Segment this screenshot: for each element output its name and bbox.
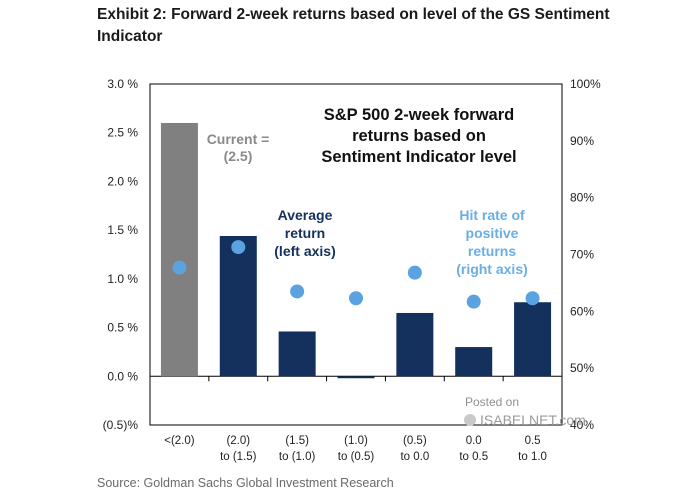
right-tick-label: 70% [570,248,594,262]
hit-rate-point-5 [466,294,481,309]
category-label: 0.0 to 0.5 [459,435,488,463]
average-return-annotation: Average return (left axis) [274,207,335,259]
watermark-globe-icon [464,414,476,426]
right-tick-label: 80% [570,191,594,205]
left-tick-label: 1.0 % [107,272,138,286]
plot-border [149,83,563,426]
bar-0 [160,122,198,377]
hit-rate-markers [172,240,540,309]
bar-1 [219,235,257,377]
left-tick-label: 1.5 % [107,223,138,237]
hit-rate-point-0 [172,260,187,275]
left-tick-label: (0.5)% [103,418,139,432]
hit-rate-point-4 [407,265,422,280]
current-annotation: Current = (2.5) [207,131,270,164]
right-tick-label: 40% [570,418,594,432]
category-label: (1.0) to (0.5) [338,435,375,463]
category-label: (1.5) to (1.0) [279,435,316,463]
hit-rate-point-2 [290,284,305,299]
category-label: 0.5 to 1.0 [518,435,547,463]
category-label: (0.5) to 0.0 [400,435,429,463]
left-tick-label: 0.5 % [107,321,138,335]
source-note: Source: Goldman Sachs Global Investment … [97,476,394,490]
right-tick-label: 90% [570,134,594,148]
category-labels: <(2.0) (2.0) to (1.5) (1.5) to (1.0) (1.0) to … [164,435,547,463]
left-tick-label: 3.0 % [107,77,138,91]
right-tick-label: 100% [570,77,601,91]
bar-3 [337,376,375,379]
hit-rate-annotation: Hit rate of positive returns (right axis) [456,207,528,277]
right-tick-label: 60% [570,304,594,318]
bar-6 [514,302,552,377]
category-label: <(2.0) [164,435,195,447]
category-label: (2.0) to (1.5) [220,435,257,463]
bars [160,122,552,379]
bar-4 [396,312,434,377]
exhibit-title: Exhibit 2: Forward 2-week returns based … [97,6,610,45]
left-axis-ticks: (0.5)% 0.0 % 0.5 % 1.0 % 1.5 % 2.0 % 2.5 % 3.0 … [103,77,139,432]
watermark: Posted on ISABELNET.com [464,395,586,428]
right-tick-label: 50% [570,361,594,375]
hit-rate-point-1 [231,240,246,255]
watermark-posted-on: Posted on [465,395,519,409]
hit-rate-point-3 [349,291,363,306]
chart-title: S&P 500 2-week forward returns based on Se… [321,106,516,166]
hit-rate-point-6 [525,291,540,306]
left-tick-label: 2.0 % [107,174,138,188]
watermark-site: ISABELNET.com [480,412,586,428]
bar-5 [455,347,493,377]
annotations: S&P 500 2-week forward returns based on Se… [207,106,528,277]
bar-2 [278,331,316,377]
left-tick-label: 0.0 % [107,369,138,383]
right-axis-ticks: 40% 50% 60% 70% 80% 90% 100% [570,77,601,432]
left-tick-label: 2.5 % [107,126,138,140]
